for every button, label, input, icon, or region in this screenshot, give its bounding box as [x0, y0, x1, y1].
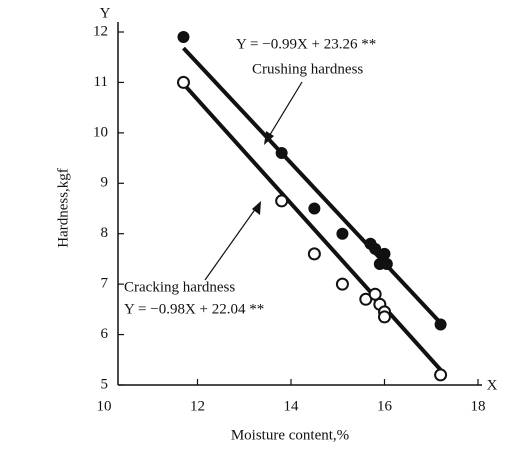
- fit-line: [182, 46, 443, 325]
- x-tick-label: 18: [471, 398, 486, 414]
- x-axis-name: X: [487, 377, 498, 393]
- point: [275, 147, 288, 160]
- arrow: [204, 207, 257, 281]
- point: [307, 247, 321, 261]
- cracking-label: Cracking hardness: [124, 279, 235, 295]
- point: [369, 242, 382, 255]
- x-axis-label: Moisture content,%: [231, 427, 349, 443]
- y-tick-label: 10: [93, 124, 108, 140]
- point: [336, 227, 349, 240]
- crushing-label: Crushing hardness: [252, 61, 363, 77]
- point: [434, 368, 448, 382]
- point: [335, 277, 349, 291]
- point: [378, 310, 391, 324]
- arrow-head: [252, 201, 261, 215]
- y-tick-label: 11: [94, 74, 108, 90]
- y-axis-name: Y: [100, 5, 111, 21]
- point: [275, 194, 289, 208]
- arrow: [267, 81, 303, 139]
- x-tick-label: 16: [377, 398, 393, 414]
- x-tick-label: 12: [190, 398, 205, 414]
- point: [378, 247, 391, 260]
- point: [434, 318, 447, 331]
- x-tick-label: 14: [284, 398, 300, 414]
- fit-line: [181, 82, 443, 372]
- y-tick-label: 7: [101, 276, 109, 292]
- point: [308, 202, 321, 215]
- y-tick-label: 8: [101, 225, 109, 241]
- x-tick-label: 10: [97, 398, 112, 414]
- y-axis-label: Hardness,kgf: [55, 168, 71, 248]
- point: [176, 75, 190, 89]
- point: [368, 287, 382, 301]
- point: [177, 31, 190, 44]
- y-tick-label: 9: [101, 175, 109, 191]
- y-tick-label: 5: [101, 376, 109, 392]
- point: [380, 257, 393, 270]
- cracking-equation: Y = −0.98X + 22.04 **: [124, 301, 264, 317]
- crushing-equation: Y = −0.99X + 23.26 **: [236, 36, 376, 52]
- y-tick-label: 12: [93, 23, 108, 39]
- y-tick-label: 6: [101, 326, 109, 342]
